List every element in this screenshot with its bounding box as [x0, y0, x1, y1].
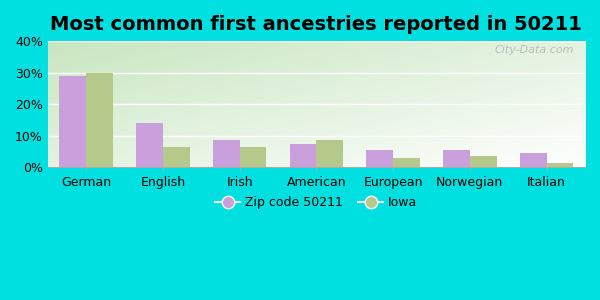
Bar — [86, 73, 113, 167]
Bar — [470, 156, 497, 167]
Bar — [366, 150, 393, 167]
Bar — [59, 76, 86, 167]
Bar — [393, 158, 420, 167]
Bar — [547, 163, 574, 167]
Bar — [163, 147, 190, 167]
Bar — [239, 147, 266, 167]
Bar — [136, 123, 163, 167]
Bar — [290, 144, 316, 167]
Bar — [520, 153, 547, 167]
Text: City-Data.com: City-Data.com — [495, 45, 574, 55]
Bar — [316, 140, 343, 167]
Bar — [213, 140, 239, 167]
Bar — [443, 150, 470, 167]
Title: Most common first ancestries reported in 50211: Most common first ancestries reported in… — [50, 15, 583, 34]
Legend: Zip code 50211, Iowa: Zip code 50211, Iowa — [211, 191, 422, 214]
